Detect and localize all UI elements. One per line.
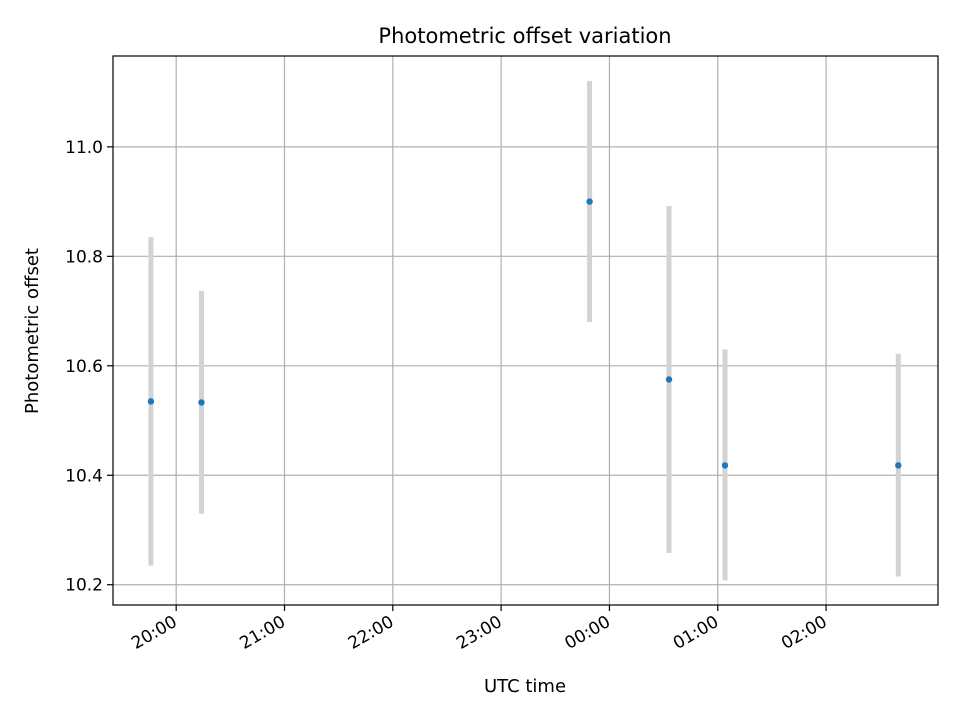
y-axis-ticks: 10.2 10.4 10.6 10.8 11.0 xyxy=(65,138,113,596)
data-point xyxy=(895,462,902,469)
data-point xyxy=(721,462,729,469)
data-points xyxy=(147,198,902,469)
y-tick-label: 10.6 xyxy=(65,357,103,377)
grid-lines xyxy=(113,56,938,605)
chart-title: Photometric offset variation xyxy=(378,24,671,48)
y-tick-label: 10.4 xyxy=(65,466,103,486)
plot-frame xyxy=(112,55,939,606)
y-axis-title: Photometric offset xyxy=(22,248,43,414)
y-tick-label: 10.2 xyxy=(65,576,103,596)
data-point xyxy=(586,198,593,205)
data-point xyxy=(147,398,155,405)
y-tick-label: 10.8 xyxy=(65,247,103,267)
data-point xyxy=(665,376,673,383)
x-axis-title: UTC time xyxy=(484,676,566,697)
y-tick-label: 11.0 xyxy=(65,138,103,158)
data-point xyxy=(198,399,205,406)
